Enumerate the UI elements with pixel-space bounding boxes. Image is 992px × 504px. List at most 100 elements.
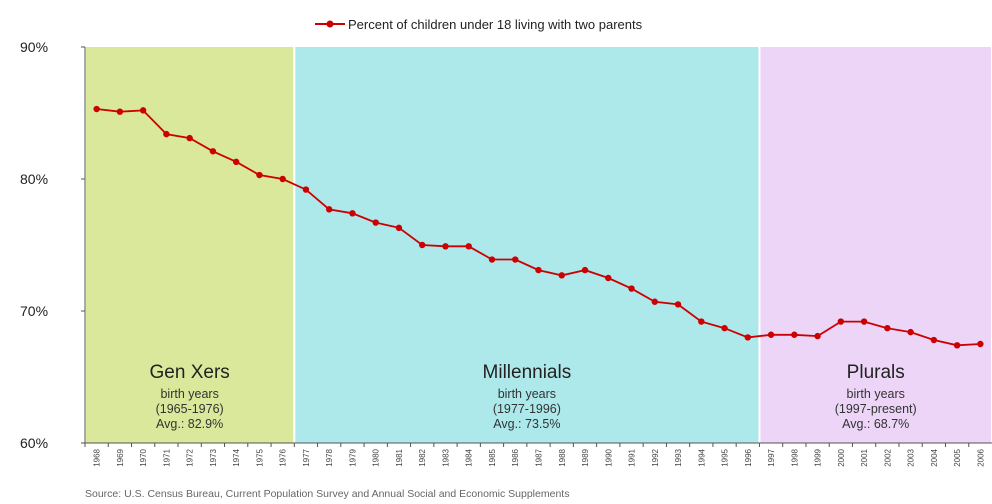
data-point-1978 <box>325 206 333 213</box>
x-tick-label: 1986 <box>511 448 520 466</box>
x-tick-label: 1977 <box>302 448 311 466</box>
x-tick-label: 2006 <box>976 448 985 466</box>
data-point-1983 <box>442 243 449 250</box>
band-subtitle-line: birth years <box>498 387 556 401</box>
data-point-1976 <box>279 175 286 183</box>
x-tick-label: 1979 <box>348 448 357 466</box>
x-tick-label: 1996 <box>744 448 753 466</box>
data-point-1969 <box>116 108 124 115</box>
data-point-2003 <box>907 328 914 336</box>
data-point-1988 <box>558 272 565 279</box>
data-point-1985 <box>488 256 496 263</box>
x-tick-label: 1998 <box>790 448 799 466</box>
x-tick-label: 1970 <box>139 448 148 466</box>
x-tick-label: 1990 <box>604 448 613 466</box>
x-tick-label: 1969 <box>116 448 125 466</box>
data-point-1998 <box>791 331 798 338</box>
x-tick-label: 2003 <box>907 448 916 466</box>
data-point-1977 <box>302 186 310 193</box>
y-tick-label: 80% <box>20 171 48 187</box>
data-point-2002 <box>884 324 891 332</box>
y-tick-label: 60% <box>20 435 48 451</box>
x-tick-label: 1991 <box>628 448 637 466</box>
x-tick-label: 1978 <box>325 448 334 466</box>
series-line <box>93 105 984 349</box>
data-point-1996 <box>744 334 752 341</box>
x-tick-label: 1997 <box>767 448 776 466</box>
x-tick-label: 1976 <box>279 448 288 466</box>
band-subtitle-line: (1977-1996) <box>493 402 561 416</box>
x-tick-label: 2002 <box>883 448 892 466</box>
y-tick-label: 90% <box>20 39 48 55</box>
band-subtitle-line: (1997-present) <box>835 402 917 416</box>
data-point-1991 <box>628 285 635 292</box>
x-tick-label: 2000 <box>837 448 846 466</box>
x-tick-label: 1988 <box>558 448 567 466</box>
band-title: Gen Xers <box>150 362 230 383</box>
data-point-1981 <box>395 224 403 232</box>
data-point-1968 <box>93 105 100 113</box>
x-tick-label: 1993 <box>674 448 683 466</box>
data-point-1987 <box>535 266 542 274</box>
data-point-1979 <box>349 210 356 217</box>
data-point-1975 <box>256 171 263 179</box>
x-tick-label: 1985 <box>488 448 497 466</box>
data-point-1994 <box>698 318 705 325</box>
source-note: Source: U.S. Census Bureau, Current Popu… <box>85 488 569 500</box>
x-tick-label: 1980 <box>372 448 381 466</box>
band-title: Millennials <box>483 362 572 383</box>
y-tick-label: 70% <box>20 303 48 319</box>
x-axis-ticks: 1968 1969 1970 1971 1972 1973 1974 1975 1976 1977… <box>84 443 985 467</box>
x-tick-label: 2004 <box>930 448 939 466</box>
legend-label: Percent of children under 18 living with… <box>348 17 643 32</box>
band-subtitle-line: Avg.: 68.7% <box>842 417 909 431</box>
band-gen-xers <box>86 47 294 443</box>
x-tick-label: 1972 <box>186 448 195 466</box>
data-point-1999 <box>814 332 821 340</box>
data-point-2006 <box>977 340 984 348</box>
data-point-1984 <box>465 243 472 250</box>
band-millennials <box>295 47 759 443</box>
generation-bands <box>86 47 991 443</box>
data-point-1980 <box>372 219 379 226</box>
x-tick-label: 1995 <box>721 448 730 466</box>
x-tick-label: 1987 <box>535 448 544 466</box>
x-tick-label: 2001 <box>860 448 869 466</box>
x-tick-label: 1982 <box>418 448 427 466</box>
x-tick-label: 1968 <box>93 448 102 466</box>
x-tick-label: 2005 <box>953 448 962 466</box>
data-point-2004 <box>930 336 938 344</box>
x-tick-label: 1971 <box>162 448 171 466</box>
band-subtitle-line: (1965-1976) <box>156 402 224 416</box>
x-tick-label: 1981 <box>395 448 404 466</box>
data-point-2005 <box>953 342 961 349</box>
y-axis-ticks: 60% 70% 80% 90% <box>20 39 85 451</box>
legend: Percent of children under 18 living with… <box>315 17 643 32</box>
data-point-2000 <box>837 318 845 325</box>
x-tick-label: 1974 <box>232 448 241 466</box>
band-subtitle-line: Avg.: 82.9% <box>156 417 223 431</box>
data-point-1972 <box>186 134 193 142</box>
band-plurals <box>760 47 991 443</box>
data-point-1989 <box>581 266 589 274</box>
band-title: Plurals <box>847 362 905 383</box>
x-tick-label: 1999 <box>814 448 823 466</box>
data-point-1982 <box>419 241 426 249</box>
data-point-1997 <box>767 331 775 338</box>
data-point-1990 <box>605 274 612 282</box>
data-point-1986 <box>512 256 519 263</box>
data-point-1993 <box>674 301 682 308</box>
band-subtitle-line: birth years <box>160 387 218 401</box>
x-tick-label: 1994 <box>697 448 706 466</box>
data-point-2001 <box>860 318 868 325</box>
data-point-1992 <box>651 298 658 305</box>
axes <box>84 47 992 444</box>
data-point-1971 <box>163 130 170 138</box>
x-tick-label: 1989 <box>581 448 590 466</box>
x-tick-label: 1983 <box>441 448 450 466</box>
data-point-1995 <box>721 324 728 332</box>
data-point-1973 <box>209 148 217 155</box>
x-tick-label: 1992 <box>651 448 660 466</box>
